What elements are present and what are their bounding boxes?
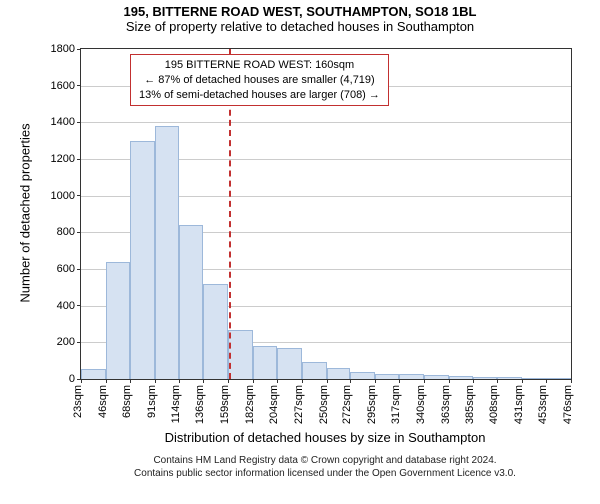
xtick-mark [253, 379, 254, 383]
histogram-bar [277, 348, 302, 379]
xtick-mark [497, 379, 498, 383]
gridline [81, 122, 571, 123]
xtick-label: 317sqm [390, 385, 402, 424]
xtick-mark [130, 379, 131, 383]
xtick-label: 23sqm [72, 385, 84, 418]
xtick-label: 340sqm [415, 385, 427, 424]
xtick-mark [203, 379, 204, 383]
xtick-label: 408sqm [488, 385, 500, 424]
annotation-line: 195 BITTERNE ROAD WEST: 160sqm [139, 58, 380, 73]
xtick-mark [473, 379, 474, 383]
ytick-label: 1400 [51, 116, 81, 128]
annotation-line: 13% of semi-detached houses are larger (… [139, 88, 380, 103]
ytick-label: 400 [57, 300, 81, 312]
histogram-bar [350, 372, 375, 379]
histogram-bar [179, 225, 203, 379]
xtick-label: 363sqm [440, 385, 452, 424]
xtick-label: 250sqm [318, 385, 330, 424]
xtick-mark [350, 379, 351, 383]
footer-line-2: Contains public sector information licen… [80, 467, 570, 480]
histogram-bar [522, 378, 546, 379]
histogram-bar [81, 369, 106, 379]
histogram-bar [497, 377, 522, 379]
xtick-label: 385sqm [464, 385, 476, 424]
xtick-label: 136sqm [194, 385, 206, 424]
xtick-mark [228, 379, 229, 383]
histogram-bar [130, 141, 155, 379]
histogram-bar [155, 126, 180, 379]
xtick-label: 182sqm [244, 385, 256, 424]
histogram-bar [228, 330, 253, 380]
histogram-bar [253, 346, 277, 379]
annotation-box: 195 BITTERNE ROAD WEST: 160sqm← 87% of d… [130, 54, 389, 107]
histogram-bar [449, 376, 473, 379]
xtick-mark [179, 379, 180, 383]
histogram-bar [399, 374, 424, 379]
footer-line-1: Contains HM Land Registry data © Crown c… [80, 454, 570, 467]
xtick-mark [302, 379, 303, 383]
ytick-label: 200 [57, 336, 81, 348]
ytick-label: 1600 [51, 80, 81, 92]
xtick-label: 46sqm [97, 385, 109, 418]
xtick-label: 91sqm [146, 385, 158, 418]
x-axis-label: Distribution of detached houses by size … [165, 430, 486, 445]
xtick-label: 453sqm [537, 385, 549, 424]
xtick-label: 159sqm [219, 385, 231, 424]
xtick-mark [399, 379, 400, 383]
chart-title-main: 195, BITTERNE ROAD WEST, SOUTHAMPTON, SO… [0, 4, 600, 19]
xtick-label: 272sqm [341, 385, 353, 424]
xtick-mark [277, 379, 278, 383]
xtick-mark [449, 379, 450, 383]
xtick-label: 114sqm [170, 385, 182, 423]
xtick-mark [106, 379, 107, 383]
y-axis-label: Number of detached properties [18, 123, 33, 302]
xtick-mark [81, 379, 82, 383]
ytick-label: 0 [69, 373, 81, 385]
xtick-label: 431sqm [513, 385, 525, 424]
xtick-mark [546, 379, 547, 383]
xtick-mark [571, 379, 572, 383]
xtick-mark [424, 379, 425, 383]
ytick-label: 1800 [51, 43, 81, 55]
xtick-label: 227sqm [293, 385, 305, 424]
histogram-bar [424, 375, 449, 379]
annotation-line: ← 87% of detached houses are smaller (4,… [139, 73, 380, 88]
ytick-label: 600 [57, 263, 81, 275]
histogram-bar [302, 362, 327, 379]
xtick-label: 476sqm [562, 385, 574, 424]
xtick-mark [155, 379, 156, 383]
ytick-label: 800 [57, 226, 81, 238]
xtick-label: 68sqm [121, 385, 133, 418]
histogram-bar [375, 374, 399, 380]
ytick-label: 1200 [51, 153, 81, 165]
xtick-mark [327, 379, 328, 383]
ytick-label: 1000 [51, 190, 81, 202]
chart-title-sub: Size of property relative to detached ho… [0, 19, 600, 34]
histogram-bar [473, 377, 498, 379]
chart-plot-area: 02004006008001000120014001600180023sqm46… [80, 48, 572, 380]
histogram-bar [203, 284, 228, 379]
histogram-bar [327, 368, 351, 379]
histogram-bar [106, 262, 130, 379]
xtick-label: 204sqm [268, 385, 280, 424]
xtick-mark [522, 379, 523, 383]
footer-attribution: Contains HM Land Registry data © Crown c… [80, 454, 570, 480]
xtick-mark [375, 379, 376, 383]
xtick-label: 295sqm [366, 385, 378, 424]
histogram-bar [546, 378, 571, 379]
